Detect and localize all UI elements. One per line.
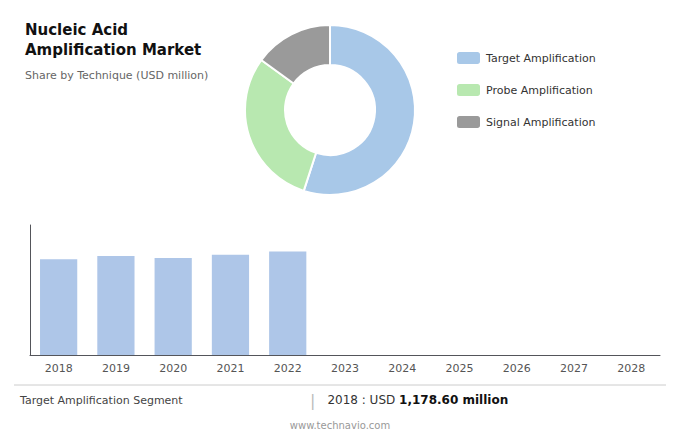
svg-text:www.technavio.com: www.technavio.com — [290, 420, 390, 431]
svg-text:Target Amplification: Target Amplification — [485, 52, 596, 65]
svg-text:Amplification Market: Amplification Market — [25, 41, 201, 59]
svg-text:Target Amplification Segment: Target Amplification Segment — [19, 394, 183, 407]
svg-text:Nucleic Acid: Nucleic Acid — [25, 21, 133, 39]
svg-text:1,178.60 million: 1,178.60 million — [399, 393, 508, 407]
svg-text:2018: 2018 — [45, 362, 73, 375]
svg-text:2019: 2019 — [102, 362, 130, 375]
svg-text:Share by Technique (USD millio: Share by Technique (USD million) — [25, 69, 208, 82]
svg-text:|: | — [310, 391, 315, 410]
svg-text:2026: 2026 — [503, 362, 531, 375]
svg-text:2028: 2028 — [617, 362, 645, 375]
svg-text:2024: 2024 — [388, 362, 416, 375]
svg-text:2023: 2023 — [331, 362, 359, 375]
svg-text:2025: 2025 — [446, 362, 474, 375]
svg-text:2022: 2022 — [274, 362, 302, 375]
svg-text:Probe Amplification: Probe Amplification — [486, 84, 593, 97]
svg-text:Signal Amplification: Signal Amplification — [486, 116, 595, 129]
svg-text:2027: 2027 — [560, 362, 588, 375]
svg-text:2018 : USD: 2018 : USD — [327, 393, 399, 407]
svg-text:2020: 2020 — [159, 362, 187, 375]
svg-text:2021: 2021 — [216, 362, 244, 375]
